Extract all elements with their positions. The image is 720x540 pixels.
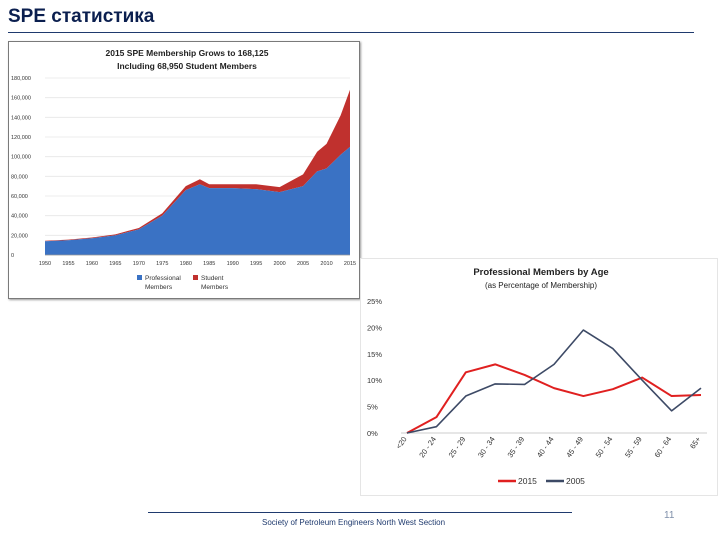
membership-y-tick: 60,000 bbox=[11, 194, 28, 200]
legend-professional-label-1: Professional bbox=[145, 275, 181, 282]
age-chart-svg: Professional Members by Age (as Percenta… bbox=[367, 267, 707, 486]
footer-divider bbox=[148, 512, 572, 513]
membership-chart: 2015 SPE Membership Grows to 168,125 Inc… bbox=[8, 41, 360, 299]
legend-2005-label: 2005 bbox=[566, 476, 585, 486]
age-chart-title: Professional Members by Age bbox=[473, 267, 608, 278]
membership-x-tick: 1955 bbox=[62, 261, 74, 267]
membership-x-tick: 1995 bbox=[250, 261, 262, 267]
legend-professional-swatch bbox=[137, 275, 142, 280]
age-y-tick: 5% bbox=[367, 403, 378, 412]
membership-y-tick: 40,000 bbox=[11, 214, 28, 220]
age-x-tick: 50 - 54 bbox=[594, 435, 615, 459]
age-y-tick: 0% bbox=[367, 429, 378, 438]
membership-x-tick: 1965 bbox=[109, 261, 121, 267]
membership-chart-subtitle: Including 68,950 Student Members bbox=[117, 61, 257, 71]
age-x-tick: 40 - 44 bbox=[535, 435, 556, 459]
membership-x-tick: 1990 bbox=[227, 261, 239, 267]
age-y-tick: 10% bbox=[367, 376, 382, 385]
age-x-tick: 30 - 34 bbox=[476, 435, 497, 459]
membership-x-tick: 2015 bbox=[344, 261, 356, 267]
age-x-tick: 35 - 39 bbox=[505, 435, 526, 459]
series-2005-line bbox=[406, 329, 702, 434]
legend-2015-label: 2015 bbox=[518, 476, 537, 486]
membership-x-tick: 2005 bbox=[297, 261, 309, 267]
footer-text: Society of Petroleum Engineers North Wes… bbox=[262, 518, 446, 527]
membership-y-tick: 100,000 bbox=[11, 155, 31, 161]
age-x-tick: <20 bbox=[394, 435, 409, 451]
age-chart-subtitle: (as Percentage of Membership) bbox=[485, 281, 597, 290]
membership-x-tick: 2000 bbox=[273, 261, 285, 267]
age-x-tick: 25 - 29 bbox=[447, 435, 468, 459]
age-y-tick: 25% bbox=[367, 297, 382, 306]
age-y-tick: 20% bbox=[367, 323, 382, 332]
membership-y-tick: 120,000 bbox=[11, 135, 31, 141]
membership-y-tick: 140,000 bbox=[11, 115, 31, 121]
legend-professional-label-2: Members bbox=[145, 284, 173, 291]
age-x-tick: 45 - 49 bbox=[564, 435, 585, 459]
membership-x-tick: 1985 bbox=[203, 261, 215, 267]
legend-student-label-2: Members bbox=[201, 284, 229, 291]
membership-chart-title: 2015 SPE Membership Grows to 168,125 bbox=[106, 48, 269, 58]
membership-x-tick: 1960 bbox=[86, 261, 98, 267]
age-y-tick: 15% bbox=[367, 350, 382, 359]
professional-members-area bbox=[45, 146, 350, 255]
age-x-tick: 20 - 24 bbox=[417, 435, 438, 459]
membership-y-tick: 160,000 bbox=[11, 96, 31, 102]
membership-y-tick: 20,000 bbox=[11, 233, 28, 239]
membership-y-tick: 80,000 bbox=[11, 174, 28, 180]
legend-student-label-1: Student bbox=[201, 275, 224, 282]
membership-chart-svg: 2015 SPE Membership Grows to 168,125 Inc… bbox=[11, 48, 356, 291]
membership-y-tick: 0 bbox=[11, 253, 14, 259]
age-x-tick: 60 - 64 bbox=[652, 435, 673, 459]
legend-student-swatch bbox=[193, 275, 198, 280]
series-2015-line bbox=[406, 363, 702, 434]
title-divider bbox=[8, 32, 694, 33]
age-chart: Professional Members by Age (as Percenta… bbox=[360, 258, 718, 496]
page-number: 11 bbox=[664, 510, 675, 521]
membership-x-tick: 1970 bbox=[133, 261, 145, 267]
membership-x-tick: 1980 bbox=[180, 261, 192, 267]
membership-x-tick: 1975 bbox=[156, 261, 168, 267]
membership-x-tick: 1950 bbox=[39, 261, 51, 267]
membership-y-tick: 180,000 bbox=[11, 76, 31, 82]
age-x-tick: 55 - 59 bbox=[623, 435, 644, 459]
age-x-tick: 65+ bbox=[688, 434, 703, 450]
membership-x-tick: 2010 bbox=[320, 261, 332, 267]
slide-title: SPE статистика bbox=[8, 6, 155, 27]
